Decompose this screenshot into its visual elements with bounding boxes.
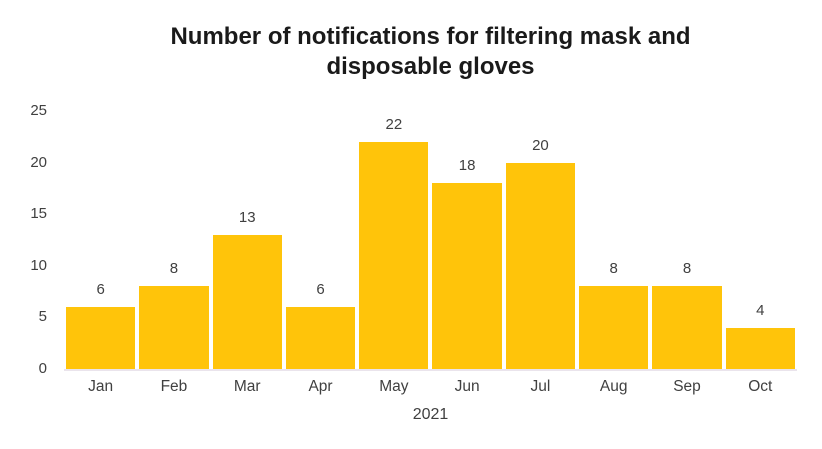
plot-area: 6 8 13 6 22 18 20 8 8 4 <box>64 111 797 371</box>
y-tick-label: 10 <box>30 256 47 274</box>
bar-slot-oct: 4 <box>724 111 797 369</box>
x-tick-label: Jul <box>530 378 551 395</box>
y-tick-label: 20 <box>30 153 47 171</box>
bar-slot-jun: 18 <box>430 111 503 369</box>
bar-value-label: 6 <box>96 281 105 299</box>
y-axis: 0 5 10 15 20 25 <box>0 0 47 449</box>
y-tick-label: 25 <box>30 102 47 119</box>
x-tick-label: Oct <box>748 378 773 395</box>
chart-title-line-1: Number of notifications for filtering ma… <box>170 23 691 50</box>
bar-feb <box>139 286 209 369</box>
bar-slot-sep: 8 <box>650 111 723 369</box>
bar-jan <box>66 307 136 369</box>
x-tick-label: Aug <box>599 378 628 395</box>
x-axis: Jan Feb Mar Apr May Jun Jul Aug Sep Oct <box>64 377 797 397</box>
y-tick-label: 15 <box>30 205 47 223</box>
x-tick-label: Mar <box>233 378 261 395</box>
bar-value-label: 4 <box>756 301 765 319</box>
bar-value-label: 8 <box>609 260 618 278</box>
y-tick-label: 5 <box>38 308 47 326</box>
bar-slot-jan: 6 <box>64 111 137 369</box>
chart-title-line-2: disposable gloves <box>326 53 535 80</box>
x-tick-label: Feb <box>160 378 188 395</box>
bar-value-label: 8 <box>169 260 179 278</box>
x-axis-title: 2021 <box>412 406 449 423</box>
bar-mar <box>212 234 282 369</box>
bar-sep <box>652 286 722 369</box>
bar-value-label: 6 <box>316 281 325 299</box>
bar-oct <box>725 327 795 369</box>
x-tick-label: Jan <box>88 378 114 395</box>
chart-title: Number of notifications for filtering ma… <box>64 22 797 82</box>
bar-value-label: 22 <box>385 115 403 133</box>
bar-jun <box>432 183 502 369</box>
bar-slot-mar: 13 <box>211 111 284 369</box>
bar-slot-jul: 20 <box>504 111 577 369</box>
bar-apr <box>285 307 356 369</box>
bar-slot-may: 22 <box>357 111 430 369</box>
bar-value-label: 20 <box>532 136 549 154</box>
bar-aug <box>579 286 649 369</box>
bar-may <box>359 141 429 369</box>
y-tick-label: 0 <box>38 360 47 377</box>
x-tick-label: Apr <box>308 378 333 395</box>
x-tick-label: Jun <box>454 378 480 395</box>
bar-slot-feb: 8 <box>137 111 210 369</box>
bar-slot-apr: 6 <box>284 111 357 369</box>
x-tick-label: Sep <box>673 378 701 395</box>
x-tick-label: May <box>379 378 409 395</box>
bar-slot-aug: 8 <box>577 111 650 369</box>
bar-value-label: 13 <box>238 208 256 226</box>
bar-value-label: 18 <box>458 157 476 175</box>
bar-value-label: 8 <box>682 260 692 278</box>
bar-jul <box>505 162 576 369</box>
